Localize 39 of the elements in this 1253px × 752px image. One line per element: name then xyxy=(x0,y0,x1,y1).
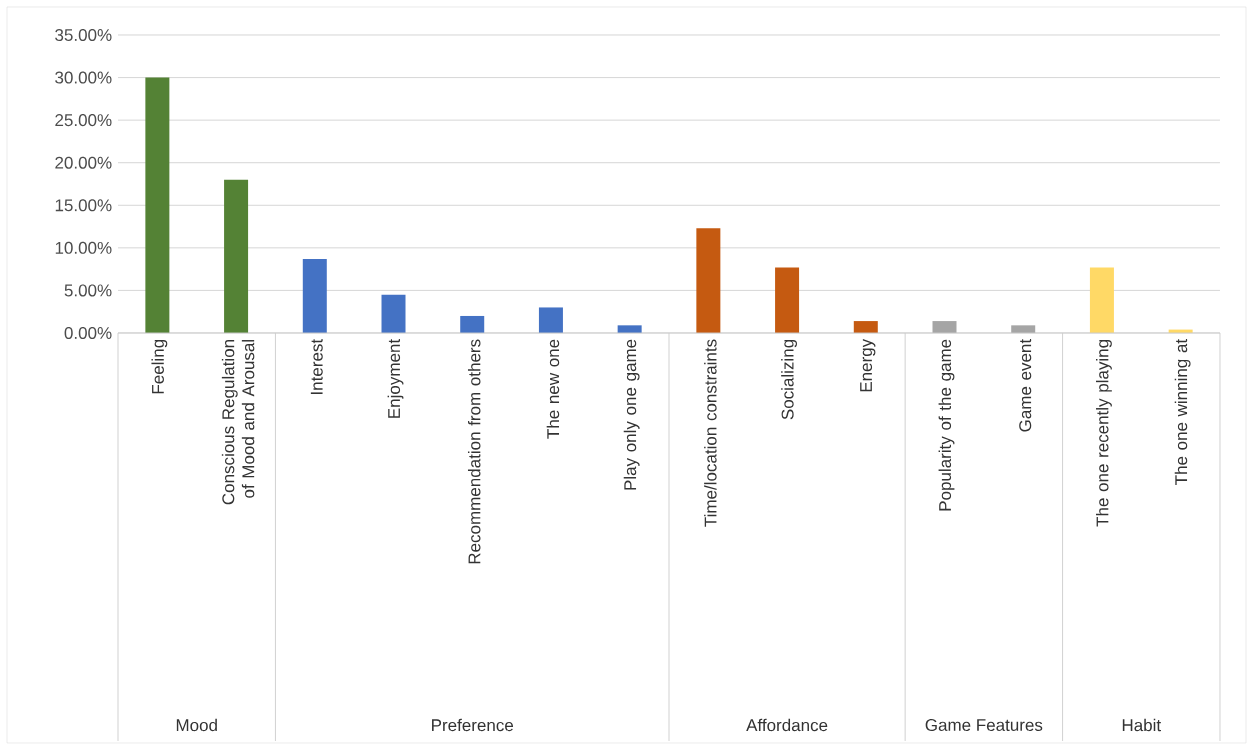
x-tick-label: Interest xyxy=(310,338,323,394)
x-tick-label: Popularity of the game xyxy=(938,339,955,511)
y-tick-label: 20.00% xyxy=(55,156,112,169)
bar xyxy=(1089,267,1114,333)
bar xyxy=(302,258,327,333)
x-tick-label: Enjoyment xyxy=(387,339,404,418)
y-tick-label: 15.00% xyxy=(55,199,112,212)
bar xyxy=(460,315,485,333)
x-tick-label: Recommendation from others xyxy=(467,339,481,564)
y-tick-label: 25.00% xyxy=(55,114,112,127)
x-tick-label: The one winning at xyxy=(1174,339,1191,485)
text: Game Features xyxy=(925,718,1043,732)
x-tick-label: The one recently playing xyxy=(1096,340,1112,527)
y-tick-label: 10.00% xyxy=(55,241,112,254)
bar xyxy=(1011,325,1036,333)
bar xyxy=(617,325,642,333)
text: Preference xyxy=(432,718,514,732)
y-tick-label: 0.00% xyxy=(64,326,112,340)
text: Mood xyxy=(176,718,217,732)
text: Affordance xyxy=(746,718,828,732)
y-tick-label: 35.00% xyxy=(55,28,112,42)
bar xyxy=(538,307,563,333)
bar xyxy=(224,179,249,333)
bar xyxy=(696,228,721,333)
x-tick-label: Play only one game xyxy=(623,339,640,490)
y-tick-label: 5.00% xyxy=(64,284,112,297)
x-tick-label: Socializing xyxy=(781,339,797,420)
x-tick-label: Game event xyxy=(1019,339,1032,432)
x-tick-label: Feeling xyxy=(151,339,168,394)
bar xyxy=(381,294,406,333)
x-tick-label: Conscious Regulation of Mood and Arousal xyxy=(221,340,255,505)
bar xyxy=(145,77,170,333)
bar xyxy=(775,267,800,333)
y-tick-label: 30.00% xyxy=(55,71,112,84)
x-tick-label: The new one xyxy=(546,339,560,439)
bar xyxy=(853,321,878,333)
x-tick-label: Time/location constraints xyxy=(704,339,717,527)
text: Habit xyxy=(1122,718,1161,732)
x-tick-label: Energy xyxy=(860,338,876,392)
